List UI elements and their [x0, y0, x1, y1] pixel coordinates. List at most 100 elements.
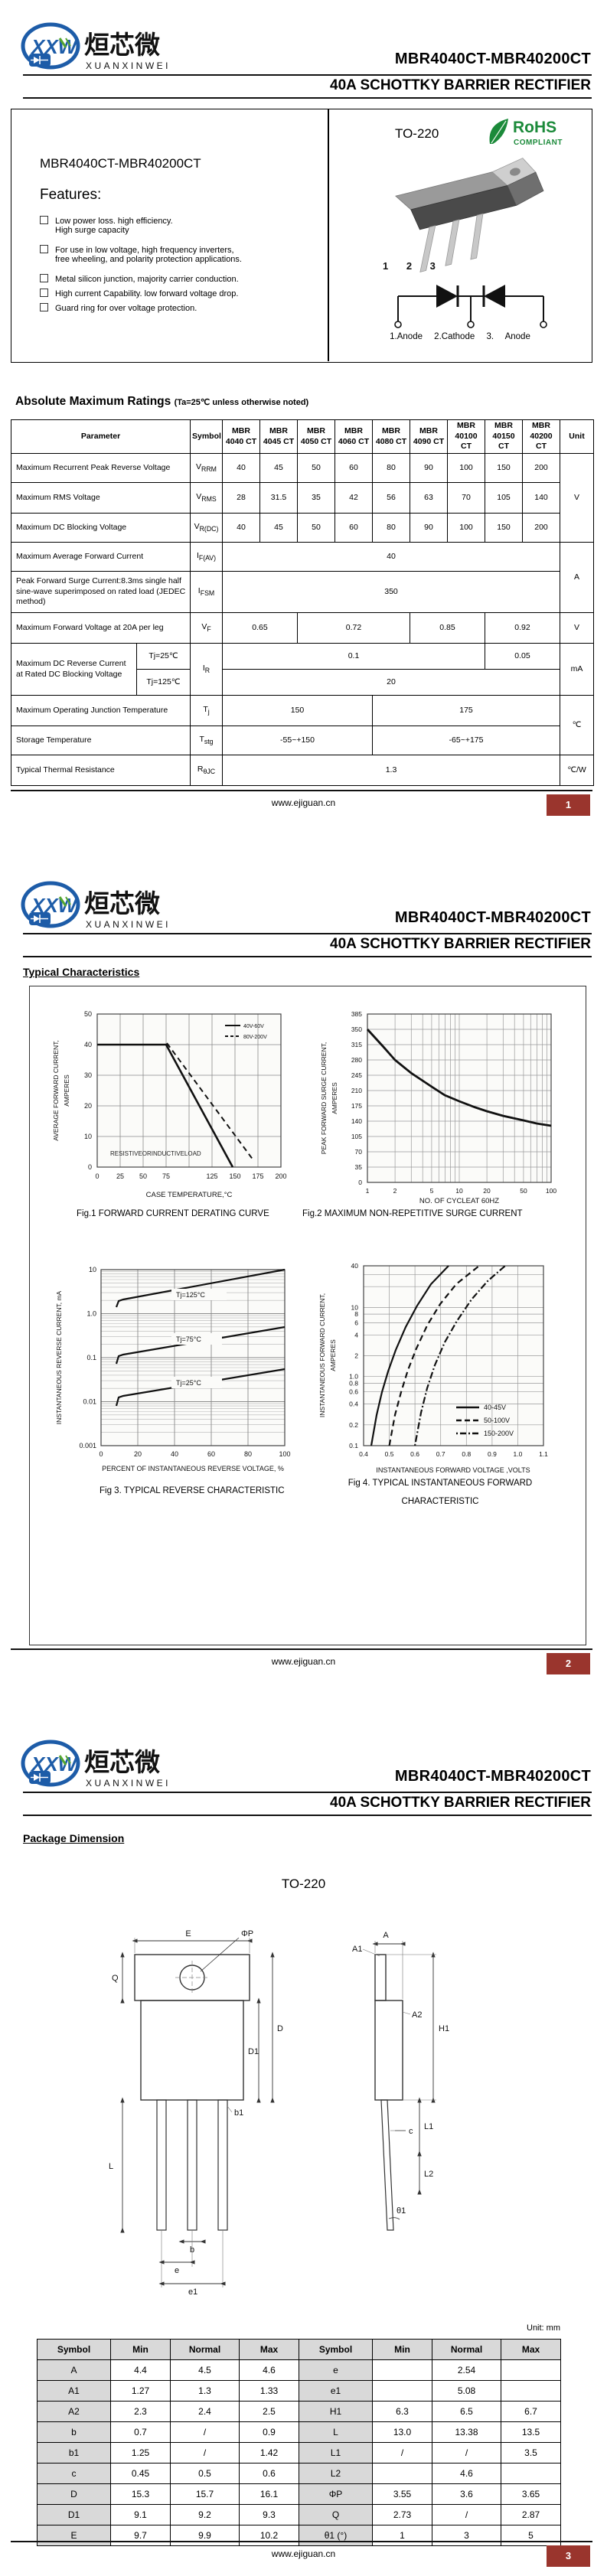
value-cell: 0.65	[222, 612, 298, 644]
axis-tick: 0.001	[79, 1442, 96, 1449]
device-column: MBR 4040 CT	[222, 419, 260, 454]
fig4-legend-entry: 40-45V	[484, 1404, 506, 1411]
device-column: MBR 40200 CT	[522, 419, 560, 454]
value-cell	[501, 2463, 561, 2484]
value-cell: 35	[297, 482, 335, 514]
symbol-cell: VR(DC)	[190, 513, 223, 543]
value-cell: 2.5	[239, 2401, 299, 2422]
axis-tick: 5	[430, 1187, 434, 1195]
feature-text: High current Capability. low forward vol…	[55, 289, 239, 298]
axis-tick: 385	[351, 1010, 362, 1018]
value-cell: 80	[372, 453, 410, 483]
dim-label-D: D	[277, 2024, 283, 2033]
value-cell: 80	[372, 513, 410, 543]
axis-tick: 0.6	[410, 1450, 419, 1458]
dim-label-e1: e1	[188, 2287, 197, 2297]
symbol-cell: A	[37, 2359, 111, 2381]
axis-tick: 1.0	[349, 1373, 358, 1381]
to-220-package-image: 1 2 3	[383, 158, 544, 272]
unit-cell: V	[560, 453, 594, 543]
symbol-cell: Tstg	[190, 726, 223, 755]
fig1-y-axis-label: AVERAGE FORWARD CURRENT,	[52, 1040, 60, 1141]
value-cell: 10.2	[239, 2525, 299, 2546]
value-cell: 0.72	[297, 612, 410, 644]
fig1-legend-dashed: 80V-200V	[243, 1035, 267, 1040]
value-cell: 13.38	[432, 2421, 501, 2443]
value-cell: 350	[222, 571, 560, 613]
feature-item: Guard ring for over voltage protection.	[40, 303, 197, 313]
axis-tick: 175	[351, 1102, 362, 1110]
axis-tick: 10	[84, 1133, 92, 1140]
axis-tick: 315	[351, 1041, 362, 1048]
pin-assignment-label: 1.Anode 2.Cathode 3. Anode	[390, 332, 530, 341]
value-cell: 1.3	[222, 755, 560, 786]
fig1-y-axis-label: AMPERES	[63, 1074, 70, 1107]
symbol-cell: L1	[299, 2442, 373, 2464]
value-cell: 100	[447, 513, 485, 543]
symbol-cell: Q	[299, 2504, 373, 2525]
dim-label-b1: b1	[234, 2108, 243, 2118]
table-row: Storage Temperature Tstg -55~+150 -65~+1…	[11, 726, 594, 755]
header-part-range: MBR4040CT-MBR40200CT	[394, 1768, 591, 1785]
package-type-label: TO-220	[281, 1877, 326, 1891]
brand-name-english: XUANXINWEI	[86, 60, 171, 71]
axis-tick: 0.5	[385, 1450, 394, 1458]
fig4-legend-entry: 150-200V	[484, 1430, 514, 1437]
value-cell	[372, 2359, 432, 2381]
value-cell: 2.4	[170, 2401, 240, 2422]
fig4-caption-line2: CHARACTERISTIC	[401, 1497, 479, 1506]
value-cell: 4.6	[239, 2359, 299, 2381]
value-cell: 0.5	[170, 2463, 240, 2484]
fig2-x-axis-label: NO. OF CYCLEAT 60HZ	[419, 1197, 499, 1203]
symbol-cell: RθJC	[190, 755, 223, 786]
value-cell: -55~+150	[222, 726, 373, 755]
footer-rule	[11, 2541, 592, 2542]
value-cell: 40	[222, 542, 560, 572]
footer-website: www.ejiguan.cn	[271, 797, 336, 808]
unit-cell: V	[560, 612, 594, 644]
device-column: MBR 40150 CT	[485, 419, 523, 454]
fig2-y-axis-label: AMPERES	[331, 1082, 338, 1114]
header-part-range: MBR4040CT-MBR40200CT	[394, 51, 591, 67]
value-cell: 2.87	[501, 2504, 561, 2525]
unit-cell: ℃	[560, 695, 594, 755]
table-row: b1 1.25 / 1.42 L1 / / 3.5	[37, 2442, 561, 2464]
dim-label-P: ΦP	[241, 1929, 253, 1939]
axis-tick: 75	[162, 1172, 170, 1180]
feature-text: Low power loss. high efficiency.	[55, 217, 173, 226]
header-cell: Normal	[432, 2339, 501, 2360]
footer-rule	[11, 790, 592, 791]
diode-right-icon	[484, 285, 505, 308]
header-cell: Min	[372, 2339, 432, 2360]
table-row: c 0.45 0.5 0.6 L2 4.6	[37, 2463, 561, 2484]
axis-tick: 0.6	[349, 1388, 358, 1396]
value-cell: /	[170, 2421, 240, 2443]
product-box-divider	[328, 109, 329, 361]
axis-tick: 40	[171, 1450, 178, 1458]
header-rule-2	[23, 1815, 592, 1816]
value-cell: 3.6	[432, 2483, 501, 2505]
header-rule-1	[23, 933, 592, 934]
axis-tick: 150	[229, 1172, 240, 1180]
value-cell: 0.85	[410, 612, 485, 644]
col-parameter: Parameter	[11, 419, 191, 454]
axis-tick: 20	[84, 1102, 92, 1110]
page-number-badge: 3	[547, 2545, 590, 2567]
value-cell: 15.3	[110, 2483, 171, 2505]
axis-tick: 0.4	[349, 1400, 358, 1408]
axis-tick: 2	[393, 1187, 397, 1195]
symbol-cell: L	[299, 2421, 373, 2443]
value-cell: 2.73	[372, 2504, 432, 2525]
axis-tick: 40	[84, 1041, 92, 1048]
rohs-subtitle: COMPLIANT	[514, 139, 563, 147]
table-row: Maximum Average Forward Current IF(AV) 4…	[11, 542, 594, 613]
value-cell: 3.55	[372, 2483, 432, 2505]
company-logo: XXW 烜芯微 XUANXINWEI	[21, 1740, 168, 1789]
feature-item: For use in low voltage, high frequency i…	[40, 245, 242, 264]
fig4-x-axis-label: INSTANTANEOUS FORWARD VOLTAGE ,VOLTS	[376, 1466, 530, 1474]
header-rule-1	[23, 74, 592, 76]
value-cell: 9.9	[170, 2525, 240, 2546]
fig3-curve-label: Tj=125°C	[176, 1291, 205, 1299]
value-cell: /	[170, 2442, 240, 2464]
value-cell: /	[432, 2442, 501, 2464]
